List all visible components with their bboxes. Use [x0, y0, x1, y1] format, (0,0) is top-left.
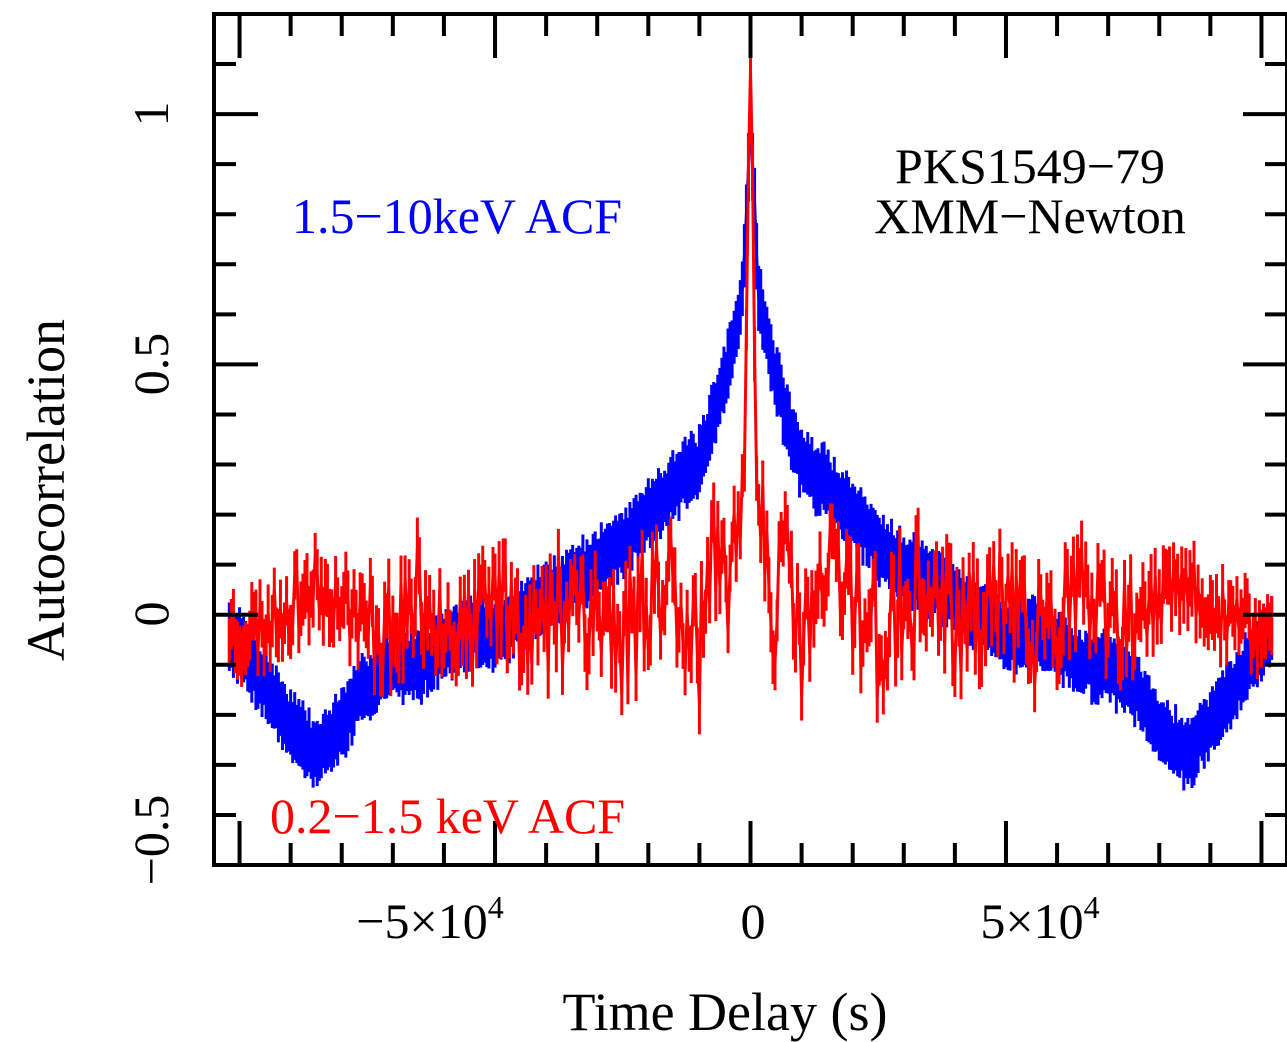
annotation-object-name: PKS1549−79 [895, 138, 1165, 194]
x-tick-label-0: 0 [741, 893, 766, 949]
series-soft-band [227, 47, 1274, 735]
annotation-hard-band-label: 1.5−10keV ACF [292, 188, 622, 244]
x-tick-label-5e4-base: 5×10 [980, 893, 1083, 949]
x-tick-labels: −5×104 0 5×104 [356, 889, 1099, 949]
annotation-telescope: XMM−Newton [874, 188, 1186, 244]
x-tick-label-neg5e4-exp: 4 [488, 889, 504, 925]
series-layer [227, 47, 1274, 791]
y-tick-label-neg0-5: −0.5 [123, 795, 179, 886]
ticks-layer [214, 12, 1287, 867]
plot-frame [212, 12, 1287, 867]
y-tick-labels: −0.5 0 0.5 1 [123, 102, 179, 886]
y-tick-label-0-5: 0.5 [123, 333, 179, 396]
x-tick-label-5e4: 5×104 [980, 889, 1099, 949]
annotation-soft-band-label: 0.2−1.5 keV ACF [270, 788, 625, 844]
x-axis-title: Time Delay (s) [563, 982, 888, 1042]
x-tick-label-5e4-exp: 4 [1084, 889, 1100, 925]
x-tick-label-neg5e4: −5×104 [356, 889, 503, 949]
soft-band-line [227, 68, 1273, 705]
x-tick-label-neg5e4-base: −5×10 [356, 893, 487, 949]
y-tick-label-0: 0 [123, 602, 179, 627]
y-axis-title: Autocorrelation [16, 319, 76, 661]
y-tick-label-1: 1 [123, 102, 179, 127]
